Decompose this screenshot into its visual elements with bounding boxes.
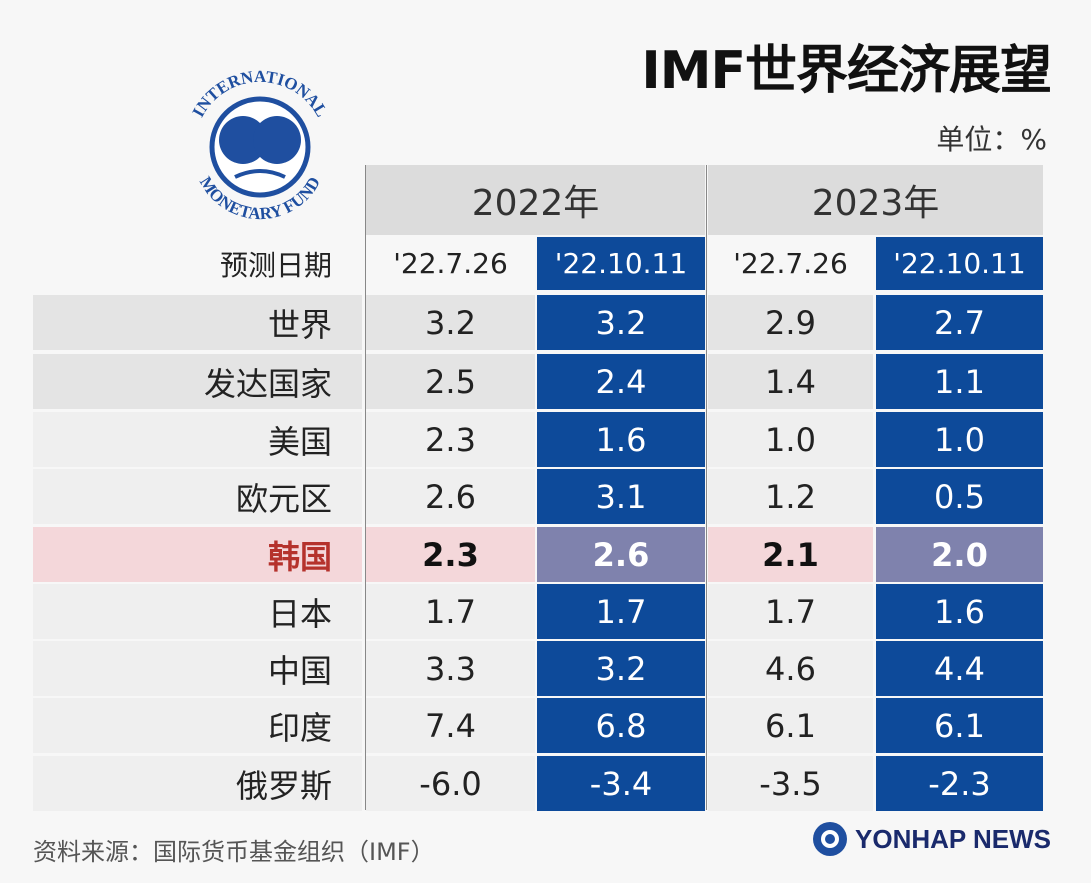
table-cell: 2.7 bbox=[876, 295, 1043, 350]
table-cell: 2.9 bbox=[708, 295, 873, 350]
table-cell: 1.1 bbox=[876, 354, 1043, 409]
table-cell: 3.1 bbox=[537, 469, 705, 524]
date-row-label: 预测日期 bbox=[219, 248, 332, 282]
table-cell: 1.6 bbox=[537, 412, 705, 467]
table-cell: 2.1 bbox=[708, 527, 873, 582]
row-label: 印度 bbox=[33, 698, 362, 753]
row-label: 欧元区 bbox=[33, 469, 362, 524]
row-label: 日本 bbox=[33, 584, 362, 639]
table-cell: 6.1 bbox=[876, 698, 1043, 753]
table-cell: 2.6 bbox=[366, 469, 535, 524]
row-label: 美国 bbox=[33, 412, 362, 467]
table-cell: 3.2 bbox=[537, 641, 705, 696]
forecast-date: '22.7.26 bbox=[733, 247, 848, 280]
year-header-2023: 2023年 bbox=[708, 165, 1043, 235]
table-cell: 3.2 bbox=[366, 295, 535, 350]
table-cell: -3.5 bbox=[708, 756, 873, 811]
table-cell: 6.1 bbox=[708, 698, 873, 753]
table-cell: 2.0 bbox=[876, 527, 1043, 582]
row-label: 发达国家 bbox=[33, 354, 362, 409]
source-note: 资料来源：国际货币基金组织（IMF） bbox=[33, 838, 435, 866]
table-cell: 1.7 bbox=[537, 584, 705, 639]
row-label: 中国 bbox=[33, 641, 362, 696]
row-label: 韩国 bbox=[33, 527, 362, 582]
forecast-date: '22.10.11 bbox=[537, 237, 705, 290]
table-cell: 2.4 bbox=[537, 354, 705, 409]
table-cell: 1.0 bbox=[708, 412, 873, 467]
table-cell: 2.3 bbox=[366, 412, 535, 467]
row-label: 世界 bbox=[33, 295, 362, 350]
imf-logo: INTERNATIONAL MONETARY FUND bbox=[189, 67, 332, 223]
table-cell: 1.0 bbox=[876, 412, 1043, 467]
table-cell: 6.8 bbox=[537, 698, 705, 753]
table-cell: 2.6 bbox=[537, 527, 705, 582]
table-cell: 4.6 bbox=[708, 641, 873, 696]
row-label: 俄罗斯 bbox=[33, 756, 362, 811]
table-cell: 2.3 bbox=[366, 527, 535, 582]
yonhap-emblem-icon bbox=[813, 822, 847, 856]
table-cell: 1.4 bbox=[708, 354, 873, 409]
table-cell: -2.3 bbox=[876, 756, 1043, 811]
forecast-date: '22.7.26 bbox=[393, 247, 508, 280]
table-cell: 3.2 bbox=[537, 295, 705, 350]
table-cell: -3.4 bbox=[537, 756, 705, 811]
table-cell: 1.2 bbox=[708, 469, 873, 524]
table-cell: 1.7 bbox=[366, 584, 535, 639]
year-header-2022: 2022年 bbox=[366, 165, 705, 235]
table-cell: 7.4 bbox=[366, 698, 535, 753]
page-title: IMF世界经济展望 bbox=[641, 41, 1052, 101]
table-cell: 4.4 bbox=[876, 641, 1043, 696]
table-cell: 3.3 bbox=[366, 641, 535, 696]
brand-text: YONHAP NEWS bbox=[855, 823, 1051, 854]
table-cell: 1.6 bbox=[876, 584, 1043, 639]
table-cell: -6.0 bbox=[366, 756, 535, 811]
table-cell: 2.5 bbox=[366, 354, 535, 409]
table-cell: 1.7 bbox=[708, 584, 873, 639]
table-cell: 0.5 bbox=[876, 469, 1043, 524]
unit-label: 单位：% bbox=[936, 123, 1047, 156]
forecast-date: '22.10.11 bbox=[876, 237, 1043, 290]
yonhap-logo: YONHAP NEWS bbox=[811, 820, 1051, 858]
